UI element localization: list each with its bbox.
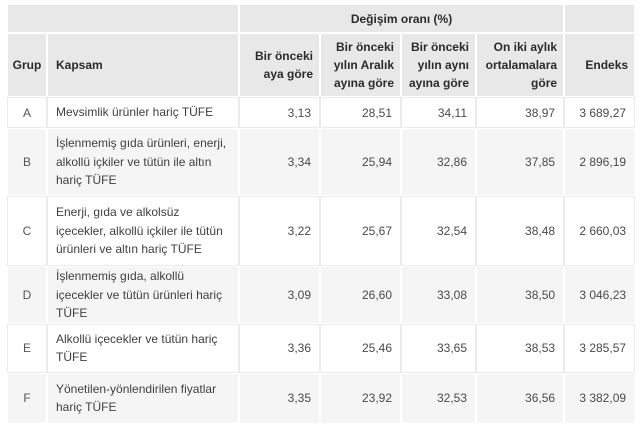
monthly-cell: 3,13: [240, 98, 319, 127]
table-row-F: F Yönetilen-yönlendirilen fiyatlar hariç…: [8, 373, 635, 423]
12month-average-cell: 38,50: [477, 267, 564, 323]
index-cell: 3 382,09: [565, 373, 635, 423]
group-cell: B: [8, 129, 46, 195]
monthly-cell: 3,22: [240, 197, 319, 265]
scope-cell: İşlenmemiş gıda ürünleri, enerji, alkoll…: [48, 129, 238, 195]
index-cell: 3 046,23: [565, 267, 635, 323]
index-cell: 2 896,19: [565, 129, 635, 195]
table-row-A: A Mevsimlik ürünler hariç TÜFE 3,13 28,5…: [8, 98, 635, 127]
header-row-top: Değişim oranı (%): [8, 5, 635, 32]
table-row-C: C Enerji, gıda ve alkolsüz içecekler, al…: [8, 197, 635, 265]
group-cell: E: [8, 324, 46, 372]
index-cell: 2 660,03: [565, 197, 635, 265]
since-december-cell: 25,67: [321, 197, 400, 265]
12month-average-cell: 38,48: [477, 197, 564, 265]
index-cell: 3 689,27: [565, 98, 635, 127]
header-row-columns: Grup Kapsam Bir önceki aya göre Bir önce…: [8, 34, 635, 96]
group-cell: D: [8, 267, 46, 323]
annual-cell: 34,11: [402, 98, 475, 127]
annual-cell: 32,86: [402, 129, 475, 195]
table-row-B: B İşlenmemiş gıda ürünleri, enerji, alko…: [8, 129, 635, 195]
since-december-cell: 23,92: [321, 373, 400, 423]
monthly-cell: 3,09: [240, 267, 319, 323]
annual-cell: 33,08: [402, 267, 475, 323]
scope-cell: Alkollü içecekler ve tütün hariç TÜFE: [48, 324, 238, 372]
cpi-special-aggregates-table: Değişim oranı (%) Grup Kapsam Bir önceki…: [6, 3, 636, 425]
since-december-cell: 25,46: [321, 324, 400, 372]
scope-cell: İşlenmemiş gıda, alkollü içecekler ve tü…: [48, 267, 238, 323]
scope-cell: Enerji, gıda ve alkolsüz içecekler, alko…: [48, 197, 238, 265]
header-spacer-left: [8, 5, 238, 32]
column-header-12month-average: On iki aylık ortalamalara göre: [477, 34, 564, 96]
12month-average-cell: 38,53: [477, 324, 564, 372]
group-cell: F: [8, 373, 46, 423]
12month-average-cell: 38,97: [477, 98, 564, 127]
12month-average-cell: 36,56: [477, 373, 564, 423]
table-row-E: E Alkollü içecekler ve tütün hariç TÜFE …: [8, 324, 635, 372]
change-rate-header: Değişim oranı (%): [240, 5, 564, 32]
annual-cell: 33,65: [402, 324, 475, 372]
header-spacer-right: [565, 5, 635, 32]
column-header-annual: Bir önceki yılın aynı ayına göre: [402, 34, 475, 96]
group-cell: A: [8, 98, 46, 127]
index-cell: 3 285,57: [565, 324, 635, 372]
annual-cell: 32,53: [402, 373, 475, 423]
column-header-monthly: Bir önceki aya göre: [240, 34, 319, 96]
since-december-cell: 28,51: [321, 98, 400, 127]
monthly-cell: 3,36: [240, 324, 319, 372]
12month-average-cell: 37,85: [477, 129, 564, 195]
annual-cell: 32,54: [402, 197, 475, 265]
scope-cell: Mevsimlik ürünler hariç TÜFE: [48, 98, 238, 127]
since-december-cell: 25,94: [321, 129, 400, 195]
column-header-scope: Kapsam: [48, 34, 238, 96]
monthly-cell: 3,35: [240, 373, 319, 423]
scope-cell: Yönetilen-yönlendirilen fiyatlar hariç T…: [48, 373, 238, 423]
column-header-index: Endeks: [565, 34, 635, 96]
group-cell: C: [8, 197, 46, 265]
column-header-group: Grup: [8, 34, 46, 96]
since-december-cell: 26,60: [321, 267, 400, 323]
column-header-since-december: Bir önceki yılın Aralık ayına göre: [321, 34, 400, 96]
monthly-cell: 3,34: [240, 129, 319, 195]
cpi-special-aggregates-table-wrap: Değişim oranı (%) Grup Kapsam Bir önceki…: [6, 3, 636, 425]
table-row-D: D İşlenmemiş gıda, alkollü içecekler ve …: [8, 267, 635, 323]
